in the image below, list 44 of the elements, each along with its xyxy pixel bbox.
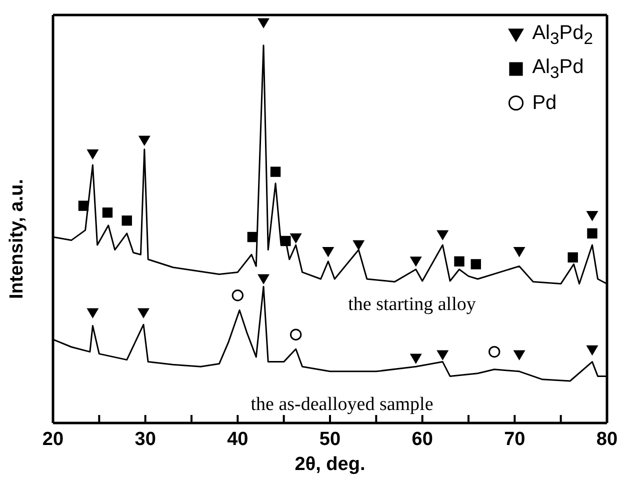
x-tick-label: 60 <box>412 429 433 450</box>
point <box>258 18 270 28</box>
point <box>122 216 132 226</box>
y-axis-title: Intensity, a.u. <box>6 178 28 299</box>
point <box>352 240 365 250</box>
x-tick-label: 50 <box>319 429 341 450</box>
x-tick-label: 30 <box>134 429 156 450</box>
point <box>513 350 526 360</box>
point <box>410 354 422 364</box>
point <box>258 274 270 284</box>
point <box>322 247 334 258</box>
series-label: the as-dealloyed sample <box>250 394 434 416</box>
point <box>86 308 99 318</box>
point <box>247 232 258 242</box>
legend-label: Al$_{3}$Pd <box>532 56 584 82</box>
point <box>436 230 449 240</box>
x-tick-label: 40 <box>227 429 248 450</box>
point <box>232 290 244 302</box>
series-label: the starting alloy <box>348 294 476 316</box>
point <box>290 328 302 340</box>
x-tick-label: 70 <box>504 429 526 450</box>
point <box>270 166 281 177</box>
point <box>513 247 526 258</box>
point <box>488 346 500 358</box>
point <box>137 308 150 318</box>
point <box>586 345 598 356</box>
point <box>280 236 291 246</box>
point <box>410 256 422 267</box>
point <box>587 228 598 238</box>
legend-label: Pd <box>532 92 557 114</box>
point <box>138 136 150 146</box>
point <box>586 211 598 222</box>
point <box>470 259 481 270</box>
point <box>86 149 99 160</box>
point <box>78 200 89 211</box>
x-tick-label: 20 <box>42 429 64 450</box>
point <box>568 252 578 262</box>
legend-label: Al$_{3}$Pd$_{2}$ <box>532 22 593 48</box>
x-axis-title: 2θ, deg. <box>294 454 366 475</box>
x-tick-label: 80 <box>596 429 618 450</box>
point <box>454 256 464 266</box>
point <box>102 208 113 218</box>
point <box>436 350 449 360</box>
point <box>290 233 302 244</box>
